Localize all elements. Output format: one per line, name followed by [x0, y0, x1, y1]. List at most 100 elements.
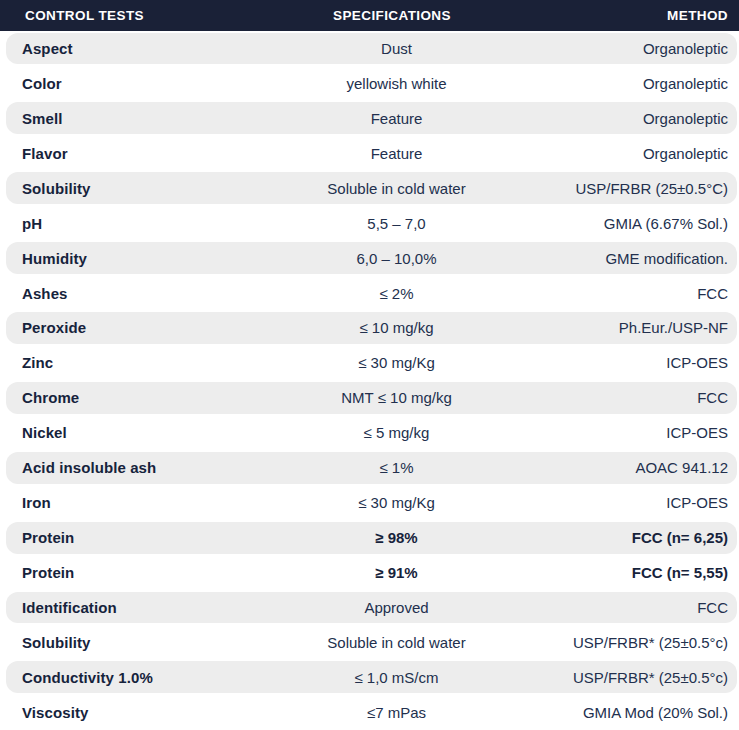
method-cell: FCC: [507, 389, 737, 406]
specification-cell: ≤ 30 mg/Kg: [286, 494, 507, 511]
row-band: Ashes≤ 2%FCC: [6, 277, 737, 309]
test-name-cell: Ashes: [6, 285, 286, 302]
table-row: Viscosity≤7 mPasGMIA Mod (20% Sol.): [0, 695, 739, 730]
row-band: Viscosity≤7 mPasGMIA Mod (20% Sol.): [6, 696, 737, 728]
test-name-cell: Nickel: [6, 424, 286, 441]
method-cell: FCC: [507, 285, 737, 302]
test-name-cell: Iron: [6, 494, 286, 511]
row-band: Nickel≤ 5 mg/kgICP-OES: [6, 417, 737, 449]
test-name-cell: Viscosity: [6, 704, 286, 721]
row-band: Coloryellowish whiteOrganoleptic: [6, 67, 737, 99]
table-row: Zinc≤ 30 mg/KgICP-OES: [0, 345, 739, 380]
test-name-cell: Identification: [6, 599, 286, 616]
table-row: ChromeNMT ≤ 10 mg/kgFCC: [0, 380, 739, 415]
specification-cell: ≤ 1,0 mS/cm: [286, 669, 507, 686]
test-name-cell: pH: [6, 215, 286, 232]
row-band: Peroxide≤ 10 mg/kgPh.Eur./USP-NF: [6, 312, 737, 344]
table-header-row: CONTROL TESTS SPECIFICATIONS METHOD: [0, 0, 739, 31]
test-name-cell: Zinc: [6, 354, 286, 371]
test-name-cell: Flavor: [6, 145, 286, 162]
test-name-cell: Peroxide: [6, 319, 286, 336]
row-band: ChromeNMT ≤ 10 mg/kgFCC: [6, 382, 737, 414]
row-band: IdentificationApprovedFCC: [6, 592, 737, 624]
test-name-cell: Solubility: [6, 634, 286, 651]
specification-cell: ≤7 mPas: [286, 704, 507, 721]
method-cell: Organoleptic: [507, 145, 737, 162]
specification-cell: NMT ≤ 10 mg/kg: [286, 389, 507, 406]
row-band: SolubilitySoluble in cold waterUSP/FRBR …: [6, 172, 737, 204]
test-name-cell: Humidity: [6, 250, 286, 267]
test-name-cell: Acid insoluble ash: [6, 459, 286, 476]
method-cell: FCC (n= 5,55): [507, 564, 737, 581]
specification-cell: 6,0 – 10,0%: [286, 250, 507, 267]
method-cell: Ph.Eur./USP-NF: [507, 319, 737, 336]
method-cell: Organoleptic: [507, 40, 737, 57]
table-row: Acid insoluble ash≤ 1%AOAC 941.12: [0, 450, 739, 485]
method-cell: ICP-OES: [507, 354, 737, 371]
test-name-cell: Color: [6, 75, 286, 92]
specification-cell: Soluble in cold water: [286, 634, 507, 651]
method-cell: ICP-OES: [507, 424, 737, 441]
test-name-cell: Smell: [6, 110, 286, 127]
specification-cell: Approved: [286, 599, 507, 616]
specification-cell: ≤ 10 mg/kg: [286, 319, 507, 336]
header-cell-control-tests: CONTROL TESTS: [25, 8, 286, 23]
row-band: pH5,5 – 7,0GMIA (6.67% Sol.): [6, 207, 737, 239]
table-row: Peroxide≤ 10 mg/kgPh.Eur./USP-NF: [0, 311, 739, 346]
specification-cell: ≥ 98%: [286, 529, 507, 546]
row-band: FlavorFeatureOrganoleptic: [6, 137, 737, 169]
table-row: Coloryellowish whiteOrganoleptic: [0, 66, 739, 101]
method-cell: Organoleptic: [507, 110, 737, 127]
table-row: Protein≥ 91%FCC (n= 5,55): [0, 555, 739, 590]
row-band: Conductivity 1.0%≤ 1,0 mS/cmUSP/FRBR* (2…: [6, 661, 737, 693]
test-name-cell: Conductivity 1.0%: [6, 669, 286, 686]
specification-cell: Feature: [286, 110, 507, 127]
row-band: AspectDustOrganoleptic: [6, 33, 737, 65]
table-body: AspectDustOrganolepticColoryellowish whi…: [0, 31, 739, 730]
method-cell: ICP-OES: [507, 494, 737, 511]
table-row: SmellFeatureOrganoleptic: [0, 101, 739, 136]
table-row: SolubilitySoluble in cold waterUSP/FRBR*…: [0, 625, 739, 660]
row-band: Iron≤ 30 mg/KgICP-OES: [6, 487, 737, 519]
method-cell: AOAC 941.12: [507, 459, 737, 476]
table-row: Humidity6,0 – 10,0%GME modification.: [0, 241, 739, 276]
table-row: Conductivity 1.0%≤ 1,0 mS/cmUSP/FRBR* (2…: [0, 660, 739, 695]
method-cell: USP/FRBR (25±0.5°C): [507, 180, 737, 197]
table-row: FlavorFeatureOrganoleptic: [0, 136, 739, 171]
row-band: SolubilitySoluble in cold waterUSP/FRBR*…: [6, 626, 737, 658]
test-name-cell: Aspect: [6, 40, 286, 57]
method-cell: FCC (n= 6,25): [507, 529, 737, 546]
test-name-cell: Solubility: [6, 180, 286, 197]
specification-cell: Feature: [286, 145, 507, 162]
table-row: AspectDustOrganoleptic: [0, 31, 739, 66]
table-row: SolubilitySoluble in cold waterUSP/FRBR …: [0, 171, 739, 206]
row-band: Protein≥ 98%FCC (n= 6,25): [6, 522, 737, 554]
test-name-cell: Chrome: [6, 389, 286, 406]
method-cell: USP/FRBR* (25±0.5°c): [507, 634, 737, 651]
method-cell: GMIA (6.67% Sol.): [507, 215, 737, 232]
specification-cell: Dust: [286, 40, 507, 57]
row-band: SmellFeatureOrganoleptic: [6, 102, 737, 134]
method-cell: FCC: [507, 599, 737, 616]
method-cell: GME modification.: [507, 250, 737, 267]
specification-cell: ≤ 2%: [286, 285, 507, 302]
test-name-cell: Protein: [6, 564, 286, 581]
header-cell-specifications: SPECIFICATIONS: [286, 8, 498, 23]
row-band: Humidity6,0 – 10,0%GME modification.: [6, 242, 737, 274]
specification-cell: ≥ 91%: [286, 564, 507, 581]
table-row: IdentificationApprovedFCC: [0, 590, 739, 625]
specification-cell: 5,5 – 7,0: [286, 215, 507, 232]
control-tests-table: CONTROL TESTS SPECIFICATIONS METHOD Aspe…: [0, 0, 739, 730]
specification-cell: yellowish white: [286, 75, 507, 92]
method-cell: USP/FRBR* (25±0.5°c): [507, 669, 737, 686]
table-row: Iron≤ 30 mg/KgICP-OES: [0, 485, 739, 520]
table-row: Ashes≤ 2%FCC: [0, 276, 739, 311]
specification-cell: ≤ 1%: [286, 459, 507, 476]
table-row: Nickel≤ 5 mg/kgICP-OES: [0, 415, 739, 450]
row-band: Acid insoluble ash≤ 1%AOAC 941.12: [6, 452, 737, 484]
specification-cell: Soluble in cold water: [286, 180, 507, 197]
specification-cell: ≤ 5 mg/kg: [286, 424, 507, 441]
row-band: Zinc≤ 30 mg/KgICP-OES: [6, 347, 737, 379]
test-name-cell: Protein: [6, 529, 286, 546]
header-cell-method: METHOD: [498, 8, 728, 23]
